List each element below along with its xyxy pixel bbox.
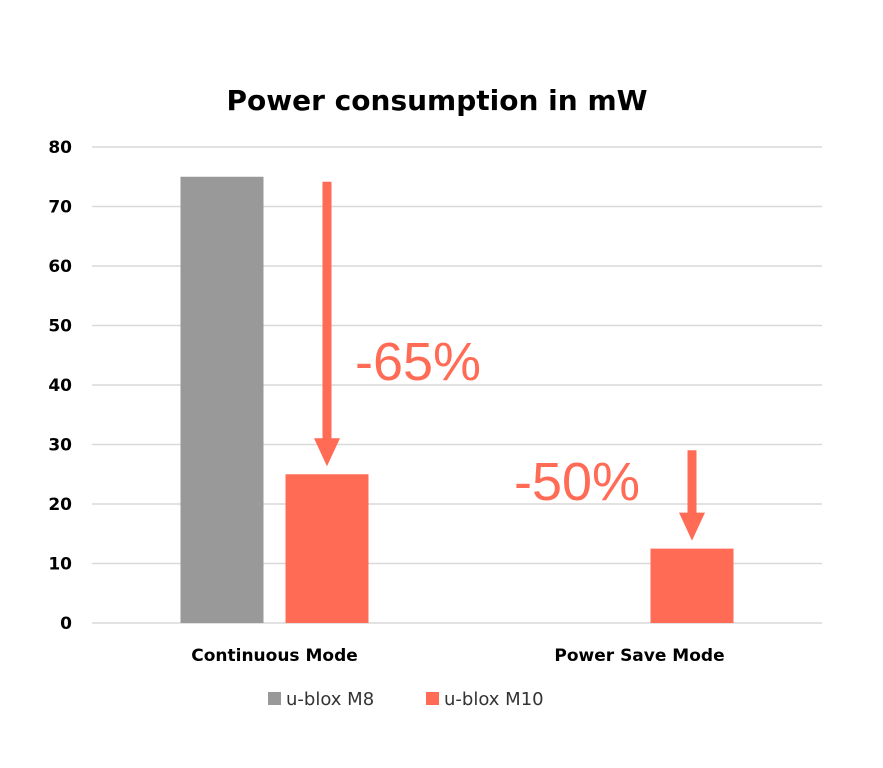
arrow-head-icon	[314, 438, 340, 467]
percent-change-label: -65%	[355, 332, 481, 392]
bars	[180, 176, 734, 623]
y-tick-label: 50	[48, 317, 72, 337]
y-tick-label: 20	[48, 495, 72, 515]
bar-u-blox-m10	[285, 474, 369, 623]
bar-u-blox-m8	[180, 176, 264, 623]
arrow-head-icon	[679, 512, 705, 541]
legend-item: u-blox M10	[426, 689, 544, 710]
y-tick-label: 60	[48, 257, 72, 277]
x-tick-label: Continuous Mode	[191, 646, 358, 666]
y-axis: 0 10 20 30 40 50 60 70 80	[48, 138, 72, 634]
y-tick-label: 80	[48, 138, 72, 158]
legend: u-blox M8 u-blox M10	[268, 689, 544, 710]
y-tick-label: 0	[60, 614, 72, 634]
legend-label: u-blox M10	[444, 689, 544, 710]
bar-u-blox-m10	[650, 548, 734, 623]
y-tick-label: 10	[48, 555, 72, 575]
chart-title: Power consumption in mW	[227, 84, 648, 117]
percent-change-label: -50%	[514, 452, 640, 512]
legend-item: u-blox M8	[268, 689, 374, 710]
x-axis: Continuous Mode Power Save Mode	[191, 646, 724, 666]
x-tick-label: Power Save Mode	[554, 646, 724, 666]
annotations: -65% -50%	[314, 181, 705, 541]
y-tick-label: 30	[48, 436, 72, 456]
y-tick-label: 70	[48, 198, 72, 218]
y-tick-label: 40	[48, 376, 72, 396]
legend-swatch	[268, 692, 281, 705]
legend-label: u-blox M8	[286, 689, 374, 710]
legend-swatch	[426, 692, 439, 705]
